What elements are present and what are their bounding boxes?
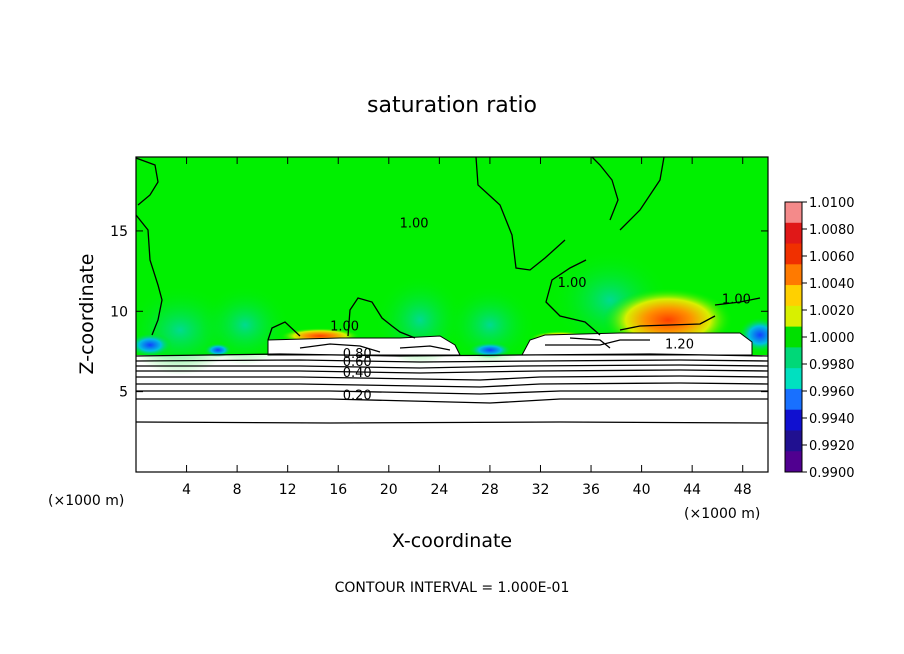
x-tick-label: 20 (380, 482, 398, 498)
x-tick-label: 36 (582, 482, 600, 498)
x-tick-label: 44 (683, 482, 701, 498)
cloud-regions (267, 332, 753, 356)
colorbar-segment (785, 326, 802, 348)
x-tick-label: 40 (633, 482, 651, 498)
x-tick-label: 8 (233, 482, 242, 498)
contour-label: 1.00 (330, 320, 359, 335)
y-tick-label: 15 (110, 224, 128, 240)
y-axis-unit: (×1000 m) (48, 493, 124, 509)
colorbar-label: 1.0080 (809, 223, 855, 238)
contour-label: 1.00 (722, 292, 751, 307)
colorbar-segment (785, 264, 802, 286)
colorbar-segment (785, 430, 802, 452)
colorbar-label: 1.0100 (809, 196, 855, 211)
colorbar-segment (785, 388, 802, 411)
contour-labels: 1.00 1.00 1.00 1.00 1.20 0.800.600.40 0.20 (330, 217, 751, 404)
contour-label: 0.60 (343, 355, 372, 370)
colorbar-segment (785, 451, 802, 473)
colorbar-segment (785, 243, 802, 265)
x-axis-ticks: 4 8 12 16 20 24 28 32 36 40 44 48 (182, 157, 752, 498)
x-tick-label: 16 (329, 482, 347, 498)
x-tick-label: 32 (532, 482, 550, 498)
x-tick-label: 28 (481, 482, 499, 498)
contour-label: 1.00 (558, 276, 587, 291)
x-axis-unit: (×1000 m) (684, 506, 760, 522)
contour-label: 1.20 (665, 337, 694, 352)
colorbar: 1.0100 1.0080 1.0060 1.0040 1.0020 1.0000 0.99… (784, 196, 855, 481)
colorbar-label: 0.9900 (809, 466, 855, 481)
x-tick-label: 12 (279, 482, 297, 498)
colorbar-label: 1.0020 (809, 304, 855, 319)
colorbar-label: 0.9920 (809, 439, 855, 454)
colorbar-label: 0.9960 (809, 385, 855, 400)
colorbar-segment (785, 222, 802, 245)
subsaturated-region (136, 355, 768, 472)
moisture-shading (136, 250, 768, 375)
colorbar-segment (785, 305, 802, 328)
colorbar-segment (785, 409, 802, 431)
contour-interval-text: CONTOUR INTERVAL = 1.000E-01 (335, 580, 570, 596)
contour-label: 1.00 (400, 217, 429, 232)
x-axis-label: X-coordinate (392, 530, 512, 552)
colorbar-label: 1.0060 (809, 250, 855, 265)
x-tick-label: 48 (734, 482, 752, 498)
contour-label: 0.20 (343, 389, 372, 404)
contour-label: 0.80 (343, 347, 372, 362)
y-axis-ticks: 5 10 15 (110, 224, 768, 401)
colorbar-segment (785, 285, 802, 307)
colorbar-segment (785, 202, 802, 224)
y-axis-label: Z-coordinate (76, 254, 98, 375)
plot-area: 1.00 1.00 1.00 1.00 1.20 0.800.600.40 0.20 (136, 157, 768, 472)
x-tick-label: 4 (182, 482, 191, 498)
colorbar-segment (785, 347, 802, 369)
colorbar-label: 1.0000 (809, 331, 855, 346)
y-tick-label: 10 (110, 304, 128, 320)
colorbar-label: 0.9940 (809, 412, 855, 427)
x-tick-label: 24 (430, 482, 448, 498)
chart-title: saturation ratio (367, 93, 537, 118)
contour-label: 0.40 (343, 366, 372, 381)
colorbar-segment (785, 368, 802, 390)
colorbar-label: 1.0040 (809, 277, 855, 292)
contour-lines (136, 157, 768, 424)
y-tick-label: 5 (119, 385, 128, 401)
colorbar-label: 0.9980 (809, 358, 855, 373)
plot-frame (135, 156, 769, 473)
